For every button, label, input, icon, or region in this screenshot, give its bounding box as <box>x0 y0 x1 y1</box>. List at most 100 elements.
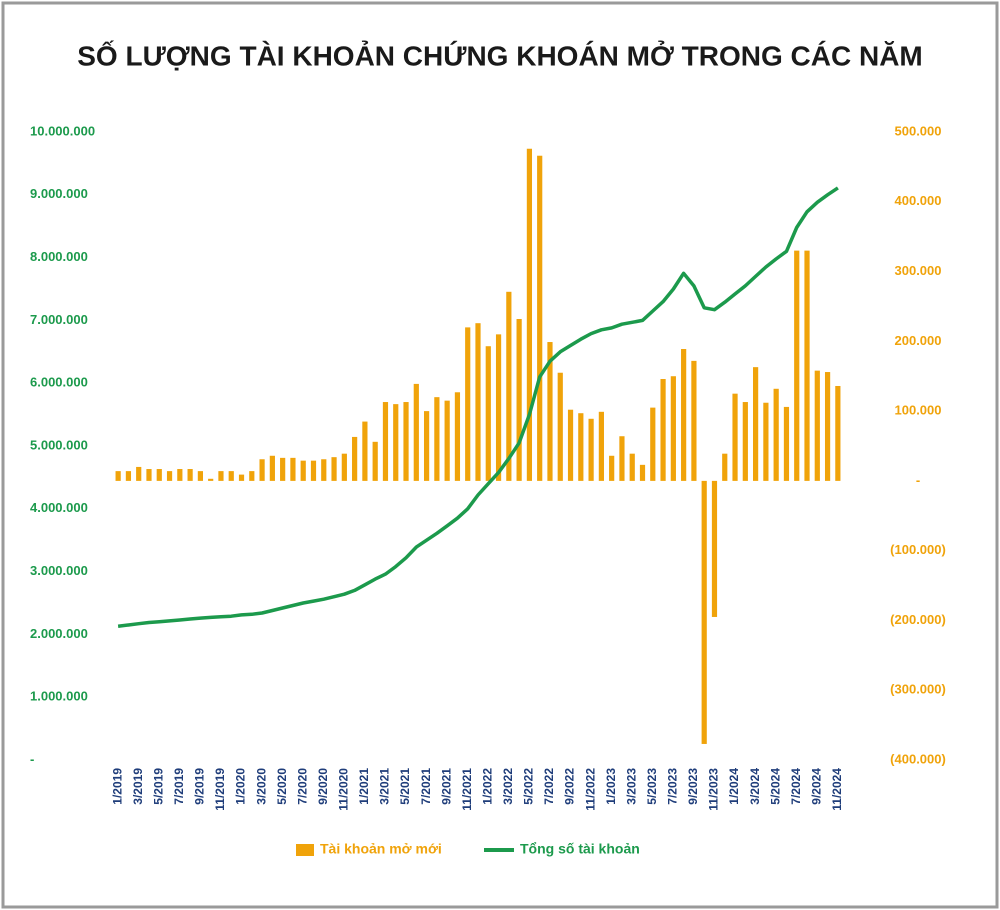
bar <box>331 457 337 481</box>
x-tick-label: 1/2022 <box>480 768 494 805</box>
legend-label: Tài khoản mở mới <box>320 841 442 857</box>
bar <box>166 471 173 481</box>
y-tick-label: 10.000.000 <box>30 123 95 138</box>
bar <box>352 436 358 481</box>
y-tick-label: 7.000.000 <box>30 312 88 327</box>
bar <box>465 327 471 481</box>
x-tick-label: 3/2021 <box>378 768 392 805</box>
y2-tick-label: (300.000) <box>890 682 946 697</box>
bar <box>588 418 594 481</box>
y2-tick-label: (200.000) <box>890 612 946 627</box>
bar <box>434 397 440 481</box>
bar <box>197 471 203 481</box>
bar <box>146 469 152 481</box>
legend-label: Tổng số tài khoản <box>520 841 640 857</box>
y2-tick-label: 500.000 <box>895 123 942 138</box>
bar <box>732 393 738 481</box>
y2-tick-label: 200.000 <box>895 333 942 348</box>
y-tick-label: 5.000.000 <box>30 437 88 452</box>
bar <box>475 323 481 481</box>
bar <box>372 441 378 481</box>
x-tick-label: 9/2021 <box>439 768 453 805</box>
x-tick-label: 1/2023 <box>604 768 618 805</box>
x-tick-label: 3/2024 <box>748 768 762 805</box>
chart-title: SỐ LƯỢNG TÀI KHOẢN CHỨNG KHOÁN MỞ TRONG … <box>77 39 923 71</box>
y-tick-label: 1.000.000 <box>30 689 88 704</box>
bar <box>249 471 255 481</box>
bar <box>639 464 646 481</box>
x-tick-label: 5/2024 <box>768 768 782 805</box>
x-tick-label: 7/2020 <box>295 768 309 805</box>
bar <box>506 291 512 481</box>
y-tick-label: 9.000.000 <box>30 186 88 201</box>
bar <box>177 469 183 481</box>
bar <box>454 392 461 481</box>
bar <box>835 385 841 481</box>
x-tick-label: 9/2024 <box>809 768 823 805</box>
x-tick-label: 11/2021 <box>460 768 474 811</box>
bar <box>393 404 399 481</box>
x-tick-label: 3/2020 <box>254 768 268 805</box>
line <box>117 186 839 628</box>
bar <box>578 413 584 481</box>
x-tick-label: 1/2024 <box>727 768 741 805</box>
bar <box>691 360 697 481</box>
x-tick-label: 9/2020 <box>316 768 330 805</box>
bar <box>382 402 389 481</box>
bar <box>218 471 224 481</box>
y-tick-label: - <box>30 751 34 766</box>
x-tick-label: 11/2023 <box>707 768 721 811</box>
bar <box>259 459 265 481</box>
y2-tick-label: 400.000 <box>895 193 942 208</box>
bar <box>567 409 574 481</box>
bar <box>814 370 820 481</box>
y2-tick-label: 300.000 <box>895 263 942 278</box>
y-tick-label: 8.000.000 <box>30 249 88 264</box>
bar <box>516 319 522 481</box>
x-tick-label: 11/2020 <box>337 768 351 811</box>
bar <box>681 349 687 481</box>
bar <box>310 460 317 481</box>
x-tick-label: 7/2022 <box>542 768 556 805</box>
bar <box>824 372 831 481</box>
bar <box>228 471 234 481</box>
x-tick-label: 3/2019 <box>131 768 145 805</box>
bar <box>629 453 635 481</box>
bar <box>423 411 430 481</box>
bar <box>187 469 193 481</box>
x-tick-label: 1/2020 <box>234 768 248 805</box>
bar <box>341 453 347 481</box>
bar <box>609 455 615 481</box>
x-tick-label: 11/2024 <box>830 768 844 811</box>
bar <box>783 406 790 481</box>
bar <box>598 411 604 481</box>
bar <box>485 346 491 481</box>
x-tick-label: 7/2023 <box>666 768 680 805</box>
x-tick-label: 1/2019 <box>110 768 124 805</box>
bar <box>763 402 769 481</box>
y-tick-label: 6.000.000 <box>30 375 88 390</box>
y-tick-label: 3.000.000 <box>30 563 88 578</box>
bar <box>619 436 625 481</box>
bar <box>362 421 368 481</box>
bar <box>753 367 759 481</box>
bar <box>526 148 533 481</box>
x-tick-label: 5/2019 <box>151 768 165 805</box>
bar <box>156 469 162 481</box>
bar <box>136 466 142 481</box>
bar <box>208 478 214 481</box>
bar <box>321 459 327 481</box>
bar <box>557 372 563 481</box>
bar <box>547 342 553 481</box>
x-tick-label: 5/2023 <box>645 768 659 805</box>
bar <box>115 471 121 481</box>
bar <box>300 460 306 481</box>
y2-tick-label: (100.000) <box>890 542 946 557</box>
x-tick-label: 9/2023 <box>686 768 700 805</box>
bar <box>794 250 800 481</box>
y2-tick-label: - <box>916 472 920 487</box>
bar <box>444 400 450 481</box>
bar <box>670 376 676 481</box>
y2-tick-label: (400.000) <box>890 751 946 766</box>
